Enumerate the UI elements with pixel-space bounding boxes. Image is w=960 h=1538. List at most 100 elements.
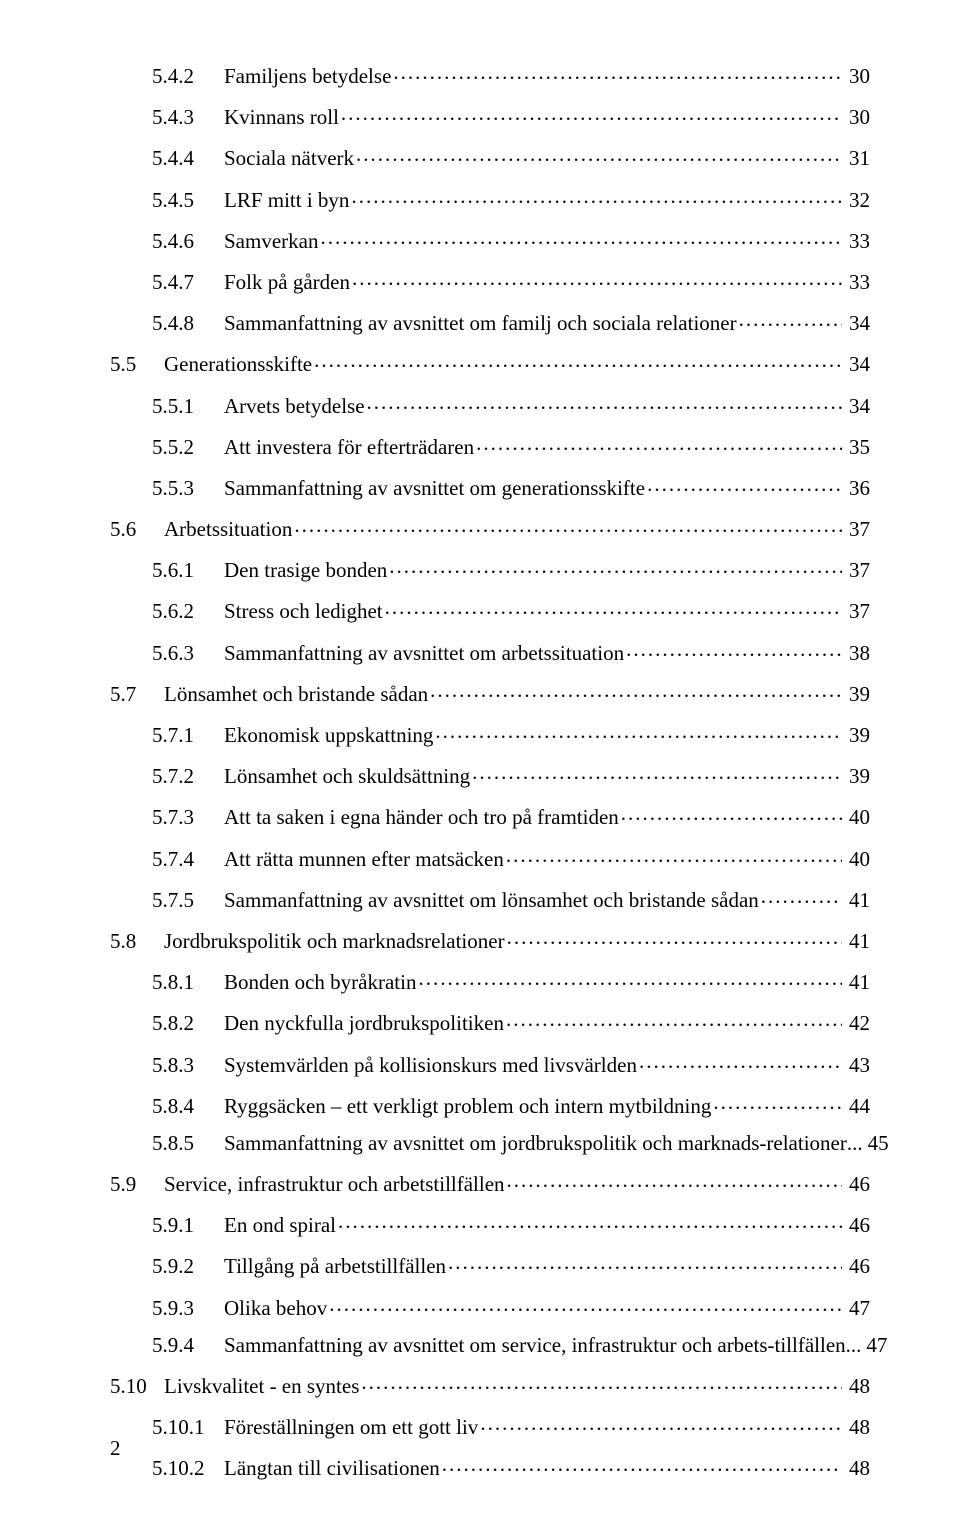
toc-entry: 5.9.2Tillgång på arbetstillfällen46	[110, 1252, 870, 1277]
toc-entry-title: Sammanfattning av avsnittet om arbetssit…	[224, 643, 624, 664]
toc-entry-title: Sammanfattning av avsnittet om service, …	[224, 1335, 846, 1356]
toc-entry: 5.6Arbetssituation37	[110, 515, 870, 540]
toc-entry-number: 5.4.4	[152, 148, 224, 169]
toc-entry: 5.7.4Att rätta munnen efter matsäcken40	[110, 845, 870, 870]
toc-entry-number: 5.4.7	[152, 272, 224, 293]
toc-entry: 5.4.6Samverkan33	[110, 227, 870, 252]
toc-entry-page: 34	[844, 354, 870, 375]
toc-leader-dots	[356, 144, 842, 165]
toc-entry-number: 5.8.1	[152, 972, 224, 993]
toc-entry: 5.10.1Föreställningen om ett gott liv48	[110, 1413, 870, 1438]
toc-leader-dots	[472, 762, 842, 783]
toc-entry: 5.8.3Systemvärlden på kollisionskurs med…	[110, 1051, 870, 1076]
toc-entry-page: 47	[861, 1335, 887, 1356]
toc-leader-dots	[351, 186, 842, 207]
toc-leader-dots	[314, 350, 842, 371]
toc-entry-page: 39	[844, 684, 870, 705]
toc-entry-number: 5.6	[110, 519, 164, 540]
toc-entry: 5.7Lönsamhet och bristande sådan39	[110, 680, 870, 705]
toc-entry: 5.8.2Den nyckfulla jordbrukspolitiken42	[110, 1009, 870, 1034]
toc-entry: 5.7.1Ekonomisk uppskattning39	[110, 721, 870, 746]
toc-entry-number: 5.9.3	[152, 1298, 224, 1319]
toc-entry-number: 5.5.3	[152, 478, 224, 499]
toc-entry-page: 38	[844, 643, 870, 664]
toc-entry: 5.5.1Arvets betydelse34	[110, 392, 870, 417]
toc-entry-title: LRF mitt i byn	[224, 190, 349, 211]
toc-entry: 5.9.1En ond spiral46	[110, 1211, 870, 1236]
toc-entry-suffix: ...	[847, 1133, 863, 1154]
toc-leader-dots	[341, 103, 842, 124]
toc-entry-page: 48	[844, 1458, 870, 1479]
toc-entry: 5.7.3Att ta saken i egna händer och tro …	[110, 803, 870, 828]
toc-leader-dots	[761, 886, 842, 907]
toc-entry-page: 37	[844, 601, 870, 622]
toc-entry-page: 41	[844, 972, 870, 993]
toc-entry: 5.4.3Kvinnans roll30	[110, 103, 870, 128]
toc-entry: 5.5.2Att investera för efterträdaren35	[110, 433, 870, 458]
toc-entry-page: 31	[844, 148, 870, 169]
toc-entry-number: 5.5.1	[152, 396, 224, 417]
toc-entry-title: Arbetssituation	[164, 519, 292, 540]
toc-entry-number: 5.10.2	[152, 1458, 224, 1479]
toc-leader-dots	[506, 1009, 842, 1030]
toc-leader-dots	[389, 556, 842, 577]
toc-entry: 5.10.2Längtan till civilisationen48	[110, 1454, 870, 1479]
toc-entry-title: Sammanfattning av avsnittet om lönsamhet…	[224, 890, 759, 911]
toc-leader-dots	[621, 803, 842, 824]
toc-leader-dots	[476, 433, 842, 454]
toc-entry-page: 45	[863, 1133, 889, 1154]
toc-entry-title: Ryggsäcken – ett verkligt problem och in…	[224, 1096, 711, 1117]
toc-entry: 5.9.3Olika behov47	[110, 1294, 870, 1319]
toc-leader-dots	[480, 1413, 842, 1434]
toc-entry-title: Sammanfattning av avsnittet om generatio…	[224, 478, 645, 499]
toc-entry-page: 33	[844, 272, 870, 293]
toc-entry-number: 5.7.4	[152, 849, 224, 870]
toc-leader-dots	[393, 62, 842, 83]
toc-entry-number: 5.7.3	[152, 807, 224, 828]
toc-leader-dots	[507, 1170, 842, 1191]
toc-entry-title: Sammanfattning av avsnittet om jordbruks…	[224, 1133, 847, 1154]
toc-entry-title: Familjens betydelse	[224, 66, 391, 87]
toc-entry-number: 5.8.2	[152, 1013, 224, 1034]
toc-leader-dots	[352, 268, 842, 289]
toc-entry-number: 5.4.5	[152, 190, 224, 211]
toc-entry: 5.8.1Bonden och byråkratin41	[110, 968, 870, 993]
toc-entry-number: 5.4.6	[152, 231, 224, 252]
toc-entry: 5.6.1Den trasige bonden37	[110, 556, 870, 581]
toc-entry-title: Livskvalitet - en syntes	[164, 1376, 359, 1397]
toc-entry-number: 5.6.1	[152, 560, 224, 581]
toc-entry: 5.4.4Sociala nätverk31	[110, 144, 870, 169]
toc-leader-dots	[448, 1252, 842, 1273]
toc-leader-dots	[647, 474, 842, 495]
toc-leader-dots	[639, 1051, 842, 1072]
toc-leader-dots	[361, 1372, 842, 1393]
toc-entry-page: 32	[844, 190, 870, 211]
toc-entry-page: 34	[844, 313, 870, 334]
toc-entry-number: 5.4.3	[152, 107, 224, 128]
toc-entry-page: 36	[844, 478, 870, 499]
toc-entry: 5.7.5Sammanfattning av avsnittet om löns…	[110, 886, 870, 911]
toc-entry-page: 41	[844, 890, 870, 911]
toc-leader-dots	[507, 927, 842, 948]
toc-entry-page: 40	[844, 807, 870, 828]
toc-entry-number: 5.5	[110, 354, 164, 375]
toc-entry: 5.4.7Folk på gården33	[110, 268, 870, 293]
toc-entry-title: Ekonomisk uppskattning	[224, 725, 433, 746]
toc-leader-dots	[338, 1211, 842, 1232]
toc-leader-dots	[626, 639, 842, 660]
toc-entry-number: 5.7.1	[152, 725, 224, 746]
toc-entry: 5.8Jordbrukspolitik och marknadsrelation…	[110, 927, 870, 952]
toc-entry: 5.4.8Sammanfattning av avsnittet om fami…	[110, 309, 870, 334]
toc-entry-title: Lönsamhet och skuldsättning	[224, 766, 470, 787]
toc-entry-title: En ond spiral	[224, 1215, 336, 1236]
toc-entry-title: Generationsskifte	[164, 354, 312, 375]
toc-leader-dots	[739, 309, 842, 330]
toc-entry-page: 30	[844, 107, 870, 128]
toc-entry-number: 5.10	[110, 1376, 164, 1397]
toc-entry-title: Att ta saken i egna händer och tro på fr…	[224, 807, 619, 828]
toc-entry: 5.6.2Stress och ledighet37	[110, 597, 870, 622]
toc-page: 5.4.2Familjens betydelse305.4.3Kvinnans …	[110, 62, 870, 1496]
toc-entry-number: 5.8	[110, 931, 164, 952]
toc-entry-title: Systemvärlden på kollisionskurs med livs…	[224, 1055, 637, 1076]
toc-entry: 5.7.2Lönsamhet och skuldsättning39	[110, 762, 870, 787]
